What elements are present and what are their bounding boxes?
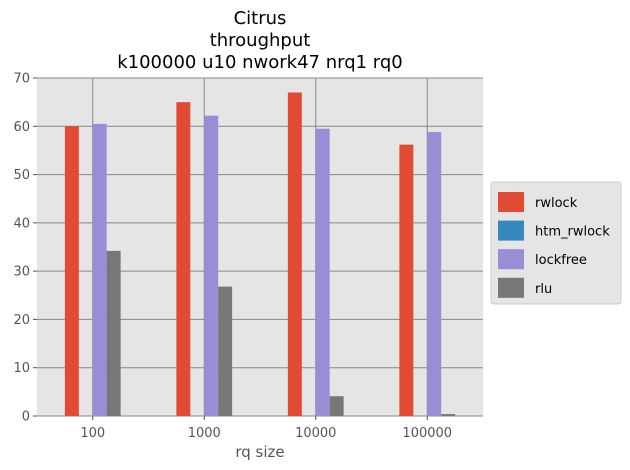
bar-lockfree-10000	[315, 128, 330, 416]
y-tick-label: 70	[13, 72, 30, 87]
legend-label-rwlock: rwlock	[535, 196, 578, 211]
bar-lockfree-100000	[427, 132, 442, 416]
bar-rlu-10000	[329, 396, 344, 416]
bar-rwlock-1000	[176, 102, 191, 417]
x-tick-label: 10000	[295, 426, 336, 441]
bar-rwlock-100000	[399, 144, 414, 417]
chart-title-line-2: throughput	[210, 30, 311, 51]
legend-box	[490, 181, 622, 305]
y-tick-label: 20	[13, 313, 30, 328]
chart-title-line-1: Citrus	[234, 8, 287, 29]
bar-rlu-100000	[441, 414, 456, 416]
bar-rlu-100	[106, 250, 121, 416]
y-tick-label: 0	[22, 410, 30, 425]
y-axis-ticks: 0 10 20 30 40 50 60 70	[13, 72, 37, 425]
x-tick-label: 100	[80, 426, 105, 441]
legend: rwlock htm_rwlock lockfree rlu	[490, 181, 622, 305]
bar-lockfree-1000	[204, 115, 219, 417]
bar-rlu-1000	[218, 286, 233, 416]
bar-rwlock-10000	[287, 92, 302, 416]
legend-label-lockfree: lockfree	[535, 253, 587, 268]
legend-label-htm_rwlock: htm_rwlock	[535, 225, 610, 240]
legend-swatch-rlu	[498, 277, 524, 298]
x-tick-label: 1000	[188, 426, 221, 441]
x-tick-label: 100000	[402, 426, 452, 441]
y-tick-label: 30	[13, 265, 30, 280]
chart-title-line-3: k100000 u10 nwork47 nrq1 rq0	[117, 52, 403, 73]
y-tick-label: 60	[13, 120, 30, 135]
bar-lockfree-100	[92, 123, 107, 416]
legend-swatch-htm_rwlock	[498, 220, 524, 241]
y-tick-label: 50	[13, 168, 30, 183]
legend-swatch-lockfree	[498, 249, 524, 270]
x-axis-ticks: 100 1000 10000 100000	[80, 416, 452, 441]
bar-rwlock-100	[64, 126, 79, 417]
legend-label-rlu: rlu	[535, 282, 552, 297]
y-tick-label: 10	[13, 361, 30, 376]
x-axis-label: rq size	[235, 443, 284, 461]
y-tick-label: 40	[13, 216, 30, 231]
legend-swatch-rwlock	[498, 192, 524, 212]
bars	[64, 92, 456, 417]
